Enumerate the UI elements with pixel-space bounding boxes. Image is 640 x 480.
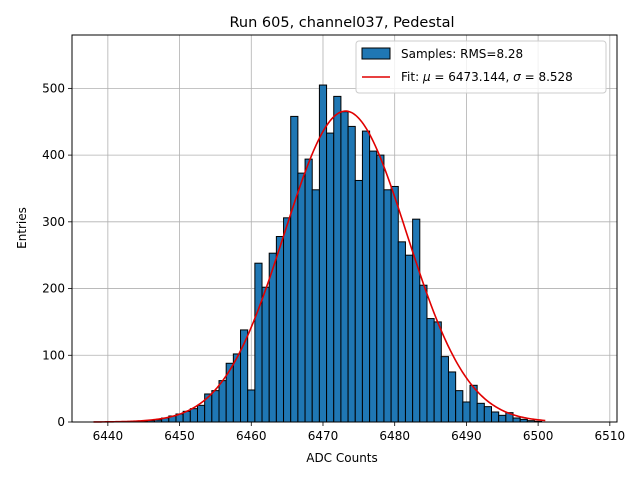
y-axis-label: Entries	[15, 207, 29, 249]
histogram-bar	[412, 218, 421, 423]
histogram-bar	[254, 262, 263, 423]
histogram-bar	[297, 172, 306, 423]
histogram-bar	[311, 189, 320, 423]
histogram-bar	[397, 241, 406, 423]
y-tick-label: 0	[57, 415, 65, 429]
y-tick-label: 500	[42, 81, 65, 95]
histogram-bar	[390, 185, 399, 423]
x-tick-label: 6500	[523, 429, 554, 443]
histogram-bar	[369, 150, 378, 423]
histogram-bar	[376, 154, 385, 423]
histogram-bar	[275, 236, 285, 423]
histogram-bar	[283, 217, 292, 423]
histogram-bar	[218, 380, 227, 423]
histogram-bar	[261, 286, 270, 423]
histogram-bar	[326, 132, 335, 423]
histogram-bar	[426, 318, 435, 423]
legend-samples-label: Samples: RMS=8.28	[401, 47, 523, 61]
x-tick-label: 6480	[379, 429, 410, 443]
x-tick-label: 6440	[93, 429, 124, 443]
histogram-bar	[440, 356, 449, 423]
plot-frame	[71, 34, 618, 423]
legend: Samples: RMS=8.28 Fit: μ = 6473.144, σ =…	[355, 40, 607, 94]
histogram-bar	[247, 389, 256, 423]
histogram-bar	[433, 321, 442, 423]
histogram-bar	[232, 353, 242, 423]
x-axis-ticks: 6440 6450 6460 6470 6480 6490 6500 6510	[93, 422, 626, 443]
histogram-bar	[419, 284, 428, 423]
histogram-bar	[347, 125, 356, 423]
y-tick-label: 100	[42, 348, 65, 362]
histogram-bar	[512, 417, 521, 423]
histogram-bar	[491, 411, 500, 423]
legend-samples-swatch	[361, 47, 391, 60]
histogram-bar	[361, 130, 371, 423]
chart-title: Run 605, channel037, Pedestal	[229, 15, 454, 31]
y-tick-label: 400	[42, 148, 65, 162]
x-tick-label: 6470	[308, 429, 339, 443]
histogram-bar	[498, 414, 507, 423]
histogram-bar	[211, 390, 220, 423]
x-tick-label: 6510	[595, 429, 626, 443]
histogram-bar	[354, 179, 363, 423]
histogram-bar	[304, 158, 313, 423]
histogram-bar	[225, 362, 234, 423]
histogram-bar	[447, 371, 457, 423]
histogram-bar	[196, 404, 206, 423]
histogram-bar	[483, 406, 493, 423]
legend-fit-label: Fit: μ = 6473.144, σ = 8.528	[401, 70, 573, 84]
histogram-bar	[189, 408, 198, 423]
y-axis-ticks: 0 100 200 300 400 500	[42, 81, 72, 429]
histogram-bar	[333, 95, 342, 423]
histogram-bar	[340, 111, 349, 423]
histogram-bar	[462, 401, 471, 423]
y-tick-label: 300	[42, 215, 65, 229]
histogram-bar	[476, 402, 485, 423]
x-tick-label: 6490	[451, 429, 482, 443]
histogram-bar	[290, 115, 299, 423]
x-tick-label: 6460	[236, 429, 267, 443]
fit-curve	[93, 110, 546, 423]
histogram-bar	[383, 189, 392, 423]
histogram-bar	[455, 390, 464, 423]
legend-box	[355, 40, 607, 94]
y-tick-label: 200	[42, 282, 65, 296]
x-tick-label: 6450	[164, 429, 195, 443]
histogram-bar	[404, 254, 414, 423]
x-axis-label: ADC Counts	[306, 451, 378, 465]
